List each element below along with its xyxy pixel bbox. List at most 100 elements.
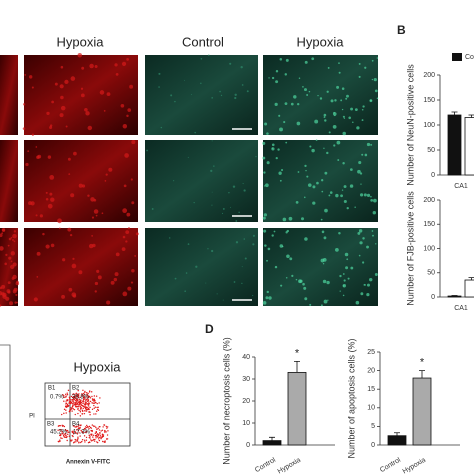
event <box>79 435 81 437</box>
image <box>24 228 138 306</box>
event <box>87 441 90 444</box>
cell <box>241 84 244 86</box>
bar <box>412 377 432 446</box>
cell <box>10 260 13 263</box>
x-tick-label: CA1 <box>454 183 468 190</box>
event <box>71 439 73 441</box>
event <box>105 438 108 440</box>
event <box>62 432 64 435</box>
cell <box>85 111 90 116</box>
event <box>70 395 73 398</box>
y-tick-label: 30 <box>242 376 250 383</box>
cell <box>304 297 308 301</box>
error-bar <box>269 436 275 441</box>
event <box>98 429 101 431</box>
cell <box>358 62 361 65</box>
cell <box>110 280 115 285</box>
cell <box>346 206 349 210</box>
event <box>93 402 95 404</box>
event <box>85 402 87 404</box>
cell <box>285 141 288 144</box>
cell <box>337 159 340 162</box>
cell <box>366 293 370 297</box>
event <box>69 398 71 401</box>
y-tick-label: 20 <box>242 398 250 405</box>
event <box>82 392 85 395</box>
cell <box>296 121 301 126</box>
cell <box>183 79 185 81</box>
cell <box>371 59 374 62</box>
event <box>99 435 102 437</box>
cell <box>173 180 175 182</box>
error-bar <box>394 432 400 436</box>
cell <box>255 155 257 158</box>
cell <box>358 75 361 78</box>
cell <box>194 131 196 134</box>
event <box>94 401 96 404</box>
event <box>84 431 87 434</box>
cell <box>279 244 284 248</box>
event <box>81 393 83 395</box>
column-header: Hypoxia <box>57 34 105 49</box>
cell <box>14 301 17 304</box>
cell <box>334 114 336 117</box>
event <box>82 389 84 391</box>
axis-label: PI <box>29 414 35 420</box>
cell <box>216 293 218 295</box>
event <box>93 400 95 402</box>
plot-frame <box>44 382 131 447</box>
cell <box>358 254 361 257</box>
event <box>76 403 79 405</box>
cell <box>319 97 323 100</box>
event <box>86 392 88 394</box>
cell <box>28 75 33 79</box>
cell <box>345 97 348 100</box>
cell <box>263 213 267 217</box>
cell <box>271 76 275 80</box>
cell <box>129 84 134 89</box>
quadrant-percent: 38.8% <box>72 395 90 401</box>
y-tick-label: 150 <box>423 221 435 228</box>
cell <box>306 94 309 96</box>
cell <box>191 94 193 96</box>
cell <box>327 299 329 301</box>
cell <box>51 100 54 104</box>
cell <box>67 157 71 161</box>
cell <box>13 240 16 243</box>
bar <box>447 114 462 176</box>
cell <box>285 231 288 234</box>
cell <box>374 273 378 276</box>
cell <box>15 293 18 297</box>
event <box>95 431 98 434</box>
cell <box>36 276 39 278</box>
event <box>77 438 79 440</box>
cell <box>68 287 73 292</box>
cell <box>333 144 336 147</box>
cell <box>35 214 38 217</box>
event <box>63 400 65 402</box>
cell <box>46 111 50 116</box>
cell <box>268 296 272 300</box>
event <box>62 394 64 396</box>
cell <box>268 77 270 79</box>
event <box>86 400 89 403</box>
cell <box>90 197 95 202</box>
cell <box>123 184 127 188</box>
cell <box>315 139 318 141</box>
cell <box>342 115 345 118</box>
cell <box>235 241 239 244</box>
event <box>94 425 96 428</box>
cell <box>80 87 84 90</box>
event <box>98 436 101 439</box>
cell <box>126 114 129 118</box>
cell <box>273 230 276 233</box>
event <box>84 407 87 410</box>
event <box>99 433 101 435</box>
cell <box>97 275 102 280</box>
cell <box>0 246 4 251</box>
cell <box>252 234 255 237</box>
event <box>77 400 79 402</box>
cell <box>235 220 238 222</box>
cell <box>346 258 349 261</box>
event <box>104 430 106 432</box>
